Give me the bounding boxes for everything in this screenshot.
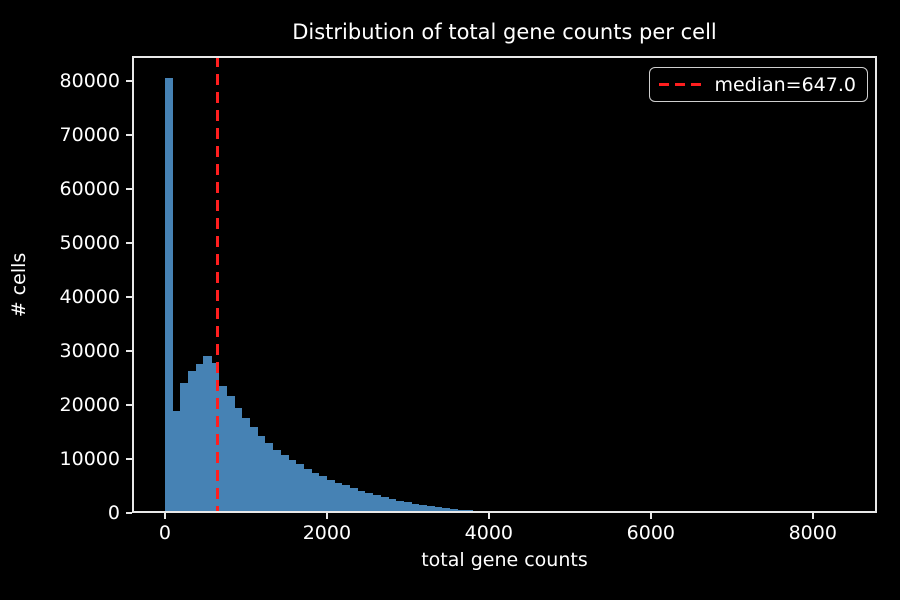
- x-tick-label: 4000: [464, 522, 514, 544]
- x-tick-mark: [649, 513, 652, 519]
- histogram-bar: [295, 464, 304, 513]
- x-tick-label: 6000: [626, 522, 675, 544]
- histogram-bar: [318, 476, 327, 513]
- histogram-bar: [364, 493, 374, 513]
- histogram-bar: [380, 497, 389, 513]
- y-tick-mark: [126, 241, 132, 244]
- y-tick-label: 20000: [59, 393, 120, 416]
- median-dashed-line-icon: [659, 82, 702, 87]
- x-axis-label: total gene counts: [421, 549, 588, 571]
- histogram-bar: [334, 482, 343, 513]
- histogram-bar: [249, 427, 258, 513]
- histogram-bar: [164, 78, 174, 513]
- histogram-bar: [349, 488, 358, 513]
- histogram-bar: [326, 479, 335, 513]
- y-tick-mark: [126, 79, 132, 82]
- histogram-bar: [172, 410, 181, 513]
- x-tick-label: 2000: [302, 522, 352, 544]
- histogram-bar: [264, 443, 274, 513]
- y-tick-label: 10000: [59, 447, 120, 470]
- histogram-bar: [257, 435, 266, 513]
- histogram-bar: [441, 508, 451, 513]
- x-tick-mark: [163, 513, 166, 519]
- histogram-bar: [388, 498, 397, 513]
- y-tick-label: 50000: [59, 231, 120, 254]
- histogram-bar: [188, 371, 197, 513]
- y-tick-mark: [126, 457, 132, 460]
- histogram-bar: [418, 505, 427, 513]
- plot-area: [132, 56, 877, 513]
- y-tick-mark: [126, 512, 132, 514]
- histogram-bar: [434, 507, 443, 513]
- chart-title: Distribution of total gene counts per ce…: [292, 20, 717, 44]
- median-line: [215, 56, 219, 513]
- x-tick-mark: [811, 513, 814, 519]
- histogram-bar: [426, 506, 435, 513]
- histogram-bar: [241, 418, 251, 513]
- histogram-bar: [272, 449, 281, 513]
- y-tick-label: 30000: [59, 339, 120, 362]
- histogram-bar: [372, 495, 381, 513]
- histogram-bar: [280, 455, 289, 513]
- x-tick-mark: [487, 513, 490, 519]
- histogram-bar: [341, 485, 351, 513]
- y-tick-mark: [126, 133, 132, 136]
- x-tick-label: 0: [158, 522, 171, 544]
- y-tick-label: 0: [107, 502, 120, 524]
- histogram-bar: [234, 408, 243, 513]
- y-axis-label: # cells: [8, 252, 30, 318]
- histogram-bar: [203, 356, 212, 513]
- legend: median=647.0: [649, 67, 868, 102]
- histogram-bar: [211, 362, 220, 513]
- y-tick-label: 40000: [59, 285, 120, 308]
- histogram-bar: [311, 472, 320, 513]
- histogram-bar: [303, 468, 312, 513]
- histogram-bar: [395, 500, 404, 513]
- histogram-bar: [195, 363, 204, 513]
- legend-label: median=647.0: [714, 73, 856, 96]
- histogram-bar: [226, 395, 235, 513]
- x-tick-label: 8000: [788, 522, 837, 544]
- y-tick-mark: [126, 187, 132, 190]
- histogram-bar: [288, 460, 297, 513]
- y-tick-mark: [126, 349, 132, 352]
- histogram-bar: [180, 383, 189, 513]
- y-tick-mark: [126, 403, 132, 406]
- y-tick-mark: [126, 295, 132, 298]
- y-tick-label: 70000: [59, 123, 120, 146]
- histogram-bar: [403, 502, 412, 513]
- histogram-bar: [357, 490, 366, 513]
- histogram-bar: [218, 386, 227, 513]
- x-tick-mark: [325, 513, 328, 519]
- y-tick-label: 80000: [59, 69, 120, 92]
- y-tick-label: 60000: [59, 177, 120, 200]
- histogram-bar: [411, 503, 420, 513]
